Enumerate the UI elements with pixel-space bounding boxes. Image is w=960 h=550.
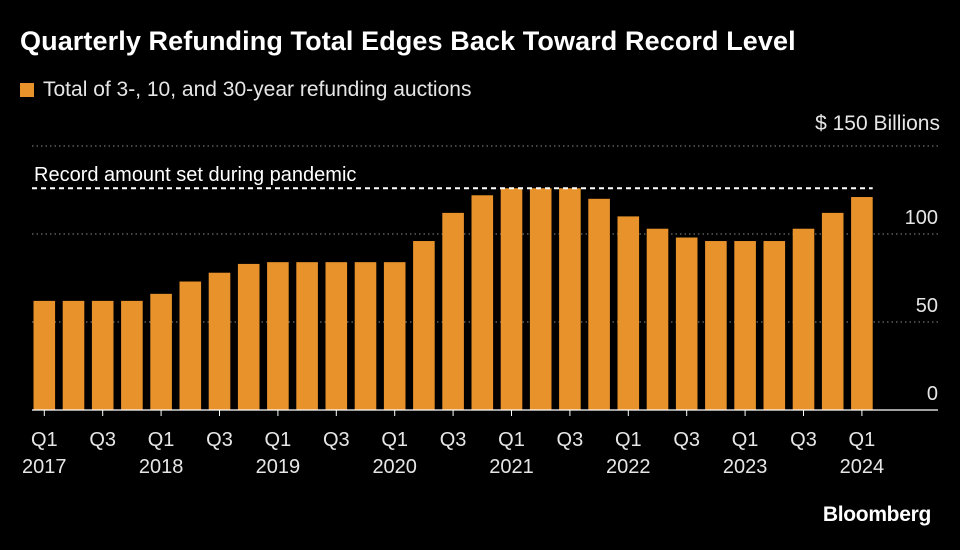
legend-label: Total of 3-, 10, and 30-year refunding a… — [43, 78, 472, 101]
x-tick-label-year: 2020 — [372, 456, 417, 478]
legend-swatch — [20, 83, 34, 97]
legend: Total of 3-, 10, and 30-year refunding a… — [20, 78, 471, 102]
y-tick-label: 50 — [916, 295, 938, 317]
record-annotation: Record amount set during pandemic — [34, 164, 356, 186]
x-tick-label-year: 2024 — [840, 456, 885, 478]
bar — [646, 228, 669, 410]
x-tick-label-quarter: Q3 — [673, 429, 700, 451]
bar — [821, 212, 844, 410]
x-tick-label-quarter: Q1 — [732, 429, 759, 451]
x-tick-label-quarter: Q3 — [323, 429, 350, 451]
bar — [208, 272, 231, 410]
bar — [62, 300, 85, 410]
bar — [471, 195, 494, 410]
bar — [267, 262, 289, 410]
bar — [851, 197, 873, 410]
bar — [179, 281, 202, 410]
bar — [150, 293, 172, 410]
bar — [33, 300, 56, 410]
bar — [529, 188, 552, 410]
x-tick-label-quarter: Q3 — [206, 429, 233, 451]
y-axis-unit-label: $ 150 Billions — [815, 112, 940, 135]
bar — [559, 188, 581, 410]
bar — [617, 216, 640, 410]
x-tick-label-year: 2018 — [139, 456, 184, 478]
x-tick-label-quarter: Q1 — [498, 429, 525, 451]
bar — [792, 228, 815, 410]
bar — [675, 237, 698, 410]
x-tick-label-quarter: Q3 — [440, 429, 467, 451]
x-tick-label-year: 2021 — [489, 456, 534, 478]
y-tick-label: 100 — [905, 207, 938, 229]
bar — [763, 241, 786, 410]
x-tick-label-year: 2017 — [22, 456, 67, 478]
chart-title: Quarterly Refunding Total Edges Back Tow… — [20, 26, 796, 56]
bar — [121, 300, 143, 410]
x-tick-label-quarter: Q3 — [89, 429, 116, 451]
bar — [237, 263, 260, 410]
x-tick-label-year: 2019 — [256, 456, 301, 478]
bar — [296, 262, 318, 410]
x-tick-label-quarter: Q1 — [381, 429, 408, 451]
bar — [383, 262, 406, 410]
x-tick-label-quarter: Q3 — [790, 429, 817, 451]
x-tick-label-quarter: Q1 — [849, 429, 876, 451]
bar — [354, 262, 377, 410]
bar — [413, 241, 435, 410]
x-tick-label-quarter: Q3 — [557, 429, 584, 451]
bar — [500, 188, 523, 410]
x-tick-label-year: 2023 — [723, 456, 768, 478]
y-tick-label: 0 — [927, 383, 938, 405]
bloomberg-logo: Bloomberg — [822, 503, 931, 526]
bar — [442, 212, 464, 410]
bar — [325, 262, 348, 410]
bar — [734, 241, 756, 410]
x-tick-label-quarter: Q1 — [31, 429, 58, 451]
bar — [705, 241, 727, 410]
x-tick-label-quarter: Q1 — [265, 429, 292, 451]
x-tick-label-quarter: Q1 — [148, 429, 175, 451]
x-tick-label-year: 2022 — [606, 456, 651, 478]
bar — [588, 198, 610, 410]
x-tick-label-quarter: Q1 — [615, 429, 642, 451]
bar — [91, 300, 114, 410]
